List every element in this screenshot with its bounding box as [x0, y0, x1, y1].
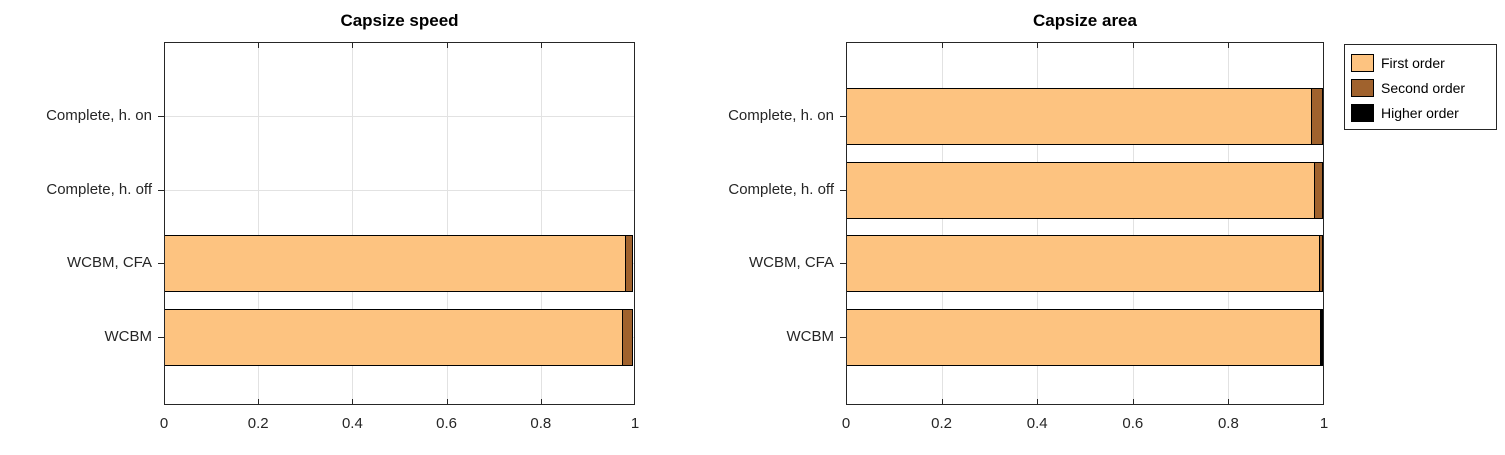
- y-axis-category-label: WCBM: [786, 328, 835, 345]
- x-tick-top: [846, 43, 847, 48]
- bar-segment-first-order: [164, 234, 626, 292]
- x-tick-bottom: [1323, 399, 1324, 404]
- y-tick-left: [840, 263, 846, 264]
- bar-segment-second-order: [1318, 234, 1323, 292]
- legend-label: Second order: [1381, 79, 1466, 96]
- gridline-horizontal: [165, 190, 634, 191]
- x-tick-bottom: [941, 399, 943, 404]
- gridline-vertical: [540, 43, 542, 404]
- x-axis-tick-label: 1: [1319, 415, 1329, 432]
- x-tick-top: [164, 43, 165, 48]
- y-axis-category-label: Complete, h. on: [728, 107, 834, 124]
- x-axis-tick-label: 0.2: [247, 415, 269, 432]
- chart-title: Capsize area: [1033, 11, 1137, 30]
- legend: First order Second order Higher order: [1344, 44, 1497, 130]
- y-tick-left: [158, 337, 164, 338]
- y-tick-left: [158, 263, 164, 264]
- gridline-vertical: [1132, 43, 1134, 404]
- x-axis-tick-label: 0: [159, 415, 169, 432]
- gridline-vertical: [258, 43, 260, 404]
- x-axis-tick-label: 0.4: [1026, 415, 1048, 432]
- x-tick-top: [540, 43, 542, 48]
- x-axis-tick-label: 0.6: [1122, 415, 1144, 432]
- x-tick-top: [1323, 43, 1324, 48]
- legend-label: Higher order: [1381, 104, 1459, 121]
- legend-entry: Higher order: [1345, 100, 1496, 125]
- gridline-vertical: [941, 43, 943, 404]
- x-axis-tick-label: 1: [630, 415, 640, 432]
- x-axis-tick-label: 0.4: [341, 415, 363, 432]
- x-tick-bottom: [446, 399, 448, 404]
- x-tick-bottom: [352, 399, 354, 404]
- x-tick-bottom: [164, 399, 165, 404]
- bar-segment-second-order: [624, 234, 633, 292]
- y-tick-left: [840, 337, 846, 338]
- legend-label: First order: [1381, 54, 1445, 71]
- bar-segment-first-order: [846, 161, 1316, 219]
- y-tick-left: [158, 116, 164, 117]
- gridline-horizontal: [165, 116, 634, 117]
- x-tick-top: [352, 43, 354, 48]
- bar-segment-first-order: [846, 234, 1320, 292]
- x-tick-top: [258, 43, 260, 48]
- x-tick-bottom: [540, 399, 542, 404]
- chart-title: Capsize speed: [340, 11, 459, 30]
- x-tick-bottom: [1228, 399, 1230, 404]
- x-tick-top: [1132, 43, 1134, 48]
- bar-segment-first-order: [846, 308, 1321, 366]
- y-tick-left: [840, 190, 846, 191]
- y-axis-category-label: Complete, h. on: [46, 107, 152, 124]
- y-axis-category-label: WCBM: [104, 328, 153, 345]
- x-tick-bottom: [258, 399, 260, 404]
- y-axis-category-label: Complete, h. off: [46, 181, 152, 198]
- y-axis-category-label: WCBM, CFA: [749, 254, 834, 271]
- y-axis-category-label: Complete, h. off: [728, 181, 834, 198]
- x-tick-bottom: [1132, 399, 1134, 404]
- legend-entry: Second order: [1345, 75, 1496, 100]
- y-axis-category-label: WCBM, CFA: [67, 254, 152, 271]
- bar-segment-first-order: [164, 308, 624, 366]
- bar-row: [846, 308, 1324, 366]
- x-tick-top: [634, 43, 635, 48]
- bar-row: [846, 161, 1324, 219]
- bar-row: [846, 87, 1324, 145]
- gridline-vertical: [352, 43, 354, 404]
- x-tick-top: [1228, 43, 1230, 48]
- legend-swatch-second-order: [1351, 78, 1374, 97]
- bar-segment-higher-order: [1319, 308, 1323, 366]
- legend-entry: First order: [1345, 50, 1496, 75]
- gridline-vertical: [1037, 43, 1039, 404]
- bar-segment-second-order: [1314, 161, 1323, 219]
- x-axis-tick-label: 0: [841, 415, 851, 432]
- x-axis-tick-label: 0.2: [931, 415, 953, 432]
- bar-row: [846, 234, 1324, 292]
- x-tick-bottom: [846, 399, 847, 404]
- gridline-vertical: [446, 43, 448, 404]
- x-tick-bottom: [1037, 399, 1039, 404]
- x-axis-tick-label: 0.8: [530, 415, 552, 432]
- gridline-vertical: [1228, 43, 1230, 404]
- x-tick-bottom: [634, 399, 635, 404]
- x-tick-top: [446, 43, 448, 48]
- bar-row: [164, 308, 635, 366]
- bar-segment-second-order: [1311, 87, 1323, 145]
- legend-swatch-higher-order: [1351, 103, 1374, 122]
- bar-segment-first-order: [846, 87, 1313, 145]
- bar-segment-second-order: [622, 308, 633, 366]
- x-axis-tick-label: 0.8: [1217, 415, 1239, 432]
- bar-row: [164, 234, 635, 292]
- x-axis-tick-label: 0.6: [436, 415, 458, 432]
- legend-swatch-first-order: [1351, 53, 1374, 72]
- x-tick-top: [941, 43, 943, 48]
- y-tick-left: [840, 116, 846, 117]
- x-tick-top: [1037, 43, 1039, 48]
- y-tick-left: [158, 190, 164, 191]
